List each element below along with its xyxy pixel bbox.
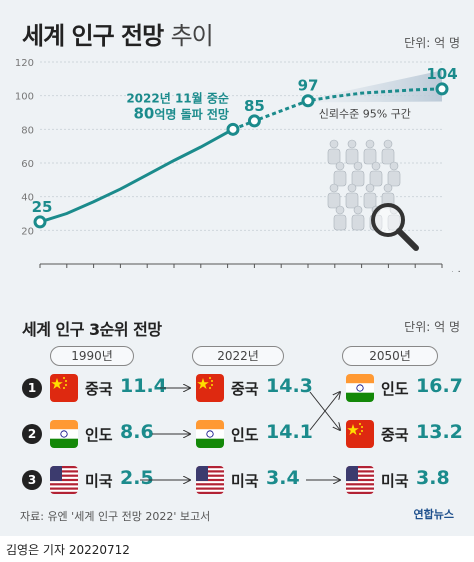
rank2-2050-name: 중국: [381, 426, 409, 444]
rank-3-badge: 3: [22, 470, 42, 490]
data-point: [33, 215, 47, 229]
rank1-2050-name: 인도: [381, 380, 409, 398]
x-tick-label: 90: [408, 270, 422, 272]
section-unit: 단위: 억 명: [404, 320, 460, 334]
data-label: 25: [32, 198, 53, 216]
rank2-2022-value: 14.1: [266, 421, 313, 443]
y-tick-label: 20: [21, 226, 34, 237]
rank3-1990-value: 2.5: [120, 467, 154, 489]
x-tick-label: 60: [328, 270, 342, 272]
rank-1-badge: 1: [22, 378, 42, 398]
china-flag: [346, 420, 374, 448]
rank2-2022-name: 인도: [231, 426, 259, 444]
rank3-2022-value: 3.4: [266, 467, 300, 489]
x-tick-label: 1950: [26, 270, 54, 272]
usa-flag: [346, 466, 374, 494]
title-bold: 세계 인구 전망: [22, 22, 164, 50]
y-tick-label: 120: [15, 58, 34, 69]
data-label: 97: [298, 77, 319, 95]
annotation-2022: 2022년 11월 중순: [126, 90, 229, 105]
rank1-1990-value: 11.4: [120, 375, 167, 397]
india-flag: [346, 374, 374, 402]
source-note: 자료: 유엔 '세계 인구 전망 2022' 보고서: [20, 510, 211, 523]
rank2-1990-value: 8.6: [120, 421, 154, 443]
x-tick-label: 2100년: [423, 270, 461, 272]
rank1-2022-name: 중국: [231, 380, 259, 398]
x-tick-label: 70: [87, 270, 101, 272]
usa-flag: [196, 466, 224, 494]
data-point-2022: [226, 122, 240, 136]
data-point: [435, 82, 449, 96]
chart-unit: 단위: 억 명: [404, 36, 460, 50]
x-tick-label: 10: [194, 270, 208, 272]
y-tick-label: 80: [21, 125, 34, 136]
data-point: [301, 94, 315, 108]
year-2022-pill: 2022년: [192, 346, 284, 366]
x-tick-label: 90: [140, 270, 154, 272]
x-tick-label: 30: [247, 270, 261, 272]
x-tick-label: 80: [381, 270, 395, 272]
india-flag: [50, 420, 78, 448]
rank3-2022-name: 미국: [231, 472, 259, 490]
y-tick-label: 40: [21, 193, 34, 204]
x-tick-label: 50: [301, 270, 315, 272]
year-2050-pill: 2050년: [342, 346, 438, 366]
data-point: [247, 114, 261, 128]
byline: 김영은 기자 20220712: [6, 543, 130, 557]
series-line-projection: [232, 87, 443, 131]
band-label: 신뢰수준 95% 구간: [319, 108, 411, 121]
china-flag: [50, 374, 78, 402]
rank1-1990-name: 중국: [85, 380, 113, 398]
series-line-historical: [39, 128, 234, 224]
x-tick-label: 80: [113, 270, 127, 272]
rank-2-badge: 2: [22, 424, 42, 444]
rank3-2050-name: 미국: [381, 472, 409, 490]
usa-flag: [50, 466, 78, 494]
data-label: 85: [244, 97, 265, 115]
rank1-2022-value: 14.3: [266, 375, 313, 397]
x-tick-label: 40: [274, 270, 288, 272]
rank2-2050-value: 13.2: [416, 421, 463, 443]
annotation-80: 80억명 돌파 전망: [133, 104, 228, 122]
page-title: 세계 인구 전망 추이: [22, 16, 214, 51]
year-1990-pill: 1990년: [50, 346, 134, 366]
section-title: 세계 인구 3순위 전망: [22, 320, 162, 339]
india-flag: [196, 420, 224, 448]
china-flag: [196, 374, 224, 402]
x-tick-label: 60: [60, 270, 74, 272]
x-tick-label: 2000: [160, 270, 188, 272]
rank3-1990-name: 미국: [85, 472, 113, 490]
x-tick-label: 20: [221, 270, 235, 272]
rank1-2050-value: 16.7: [416, 375, 463, 397]
title-light: 추이: [170, 22, 214, 50]
population-chart: 20 40 60 80 100 120 1950 60 70 80 90 2000 10 20 30 40 50…: [15, 58, 461, 272]
rank2-1990-name: 인도: [85, 426, 113, 444]
y-tick-label: 60: [21, 159, 34, 170]
data-label: 104: [426, 65, 457, 83]
crowd-magnifier-icon: [327, 139, 419, 251]
x-tick-label: 70: [355, 270, 369, 272]
y-tick-label: 100: [15, 92, 34, 103]
yonhap-logo: 연합뉴스: [413, 508, 454, 521]
rank3-2050-value: 3.8: [416, 467, 450, 489]
